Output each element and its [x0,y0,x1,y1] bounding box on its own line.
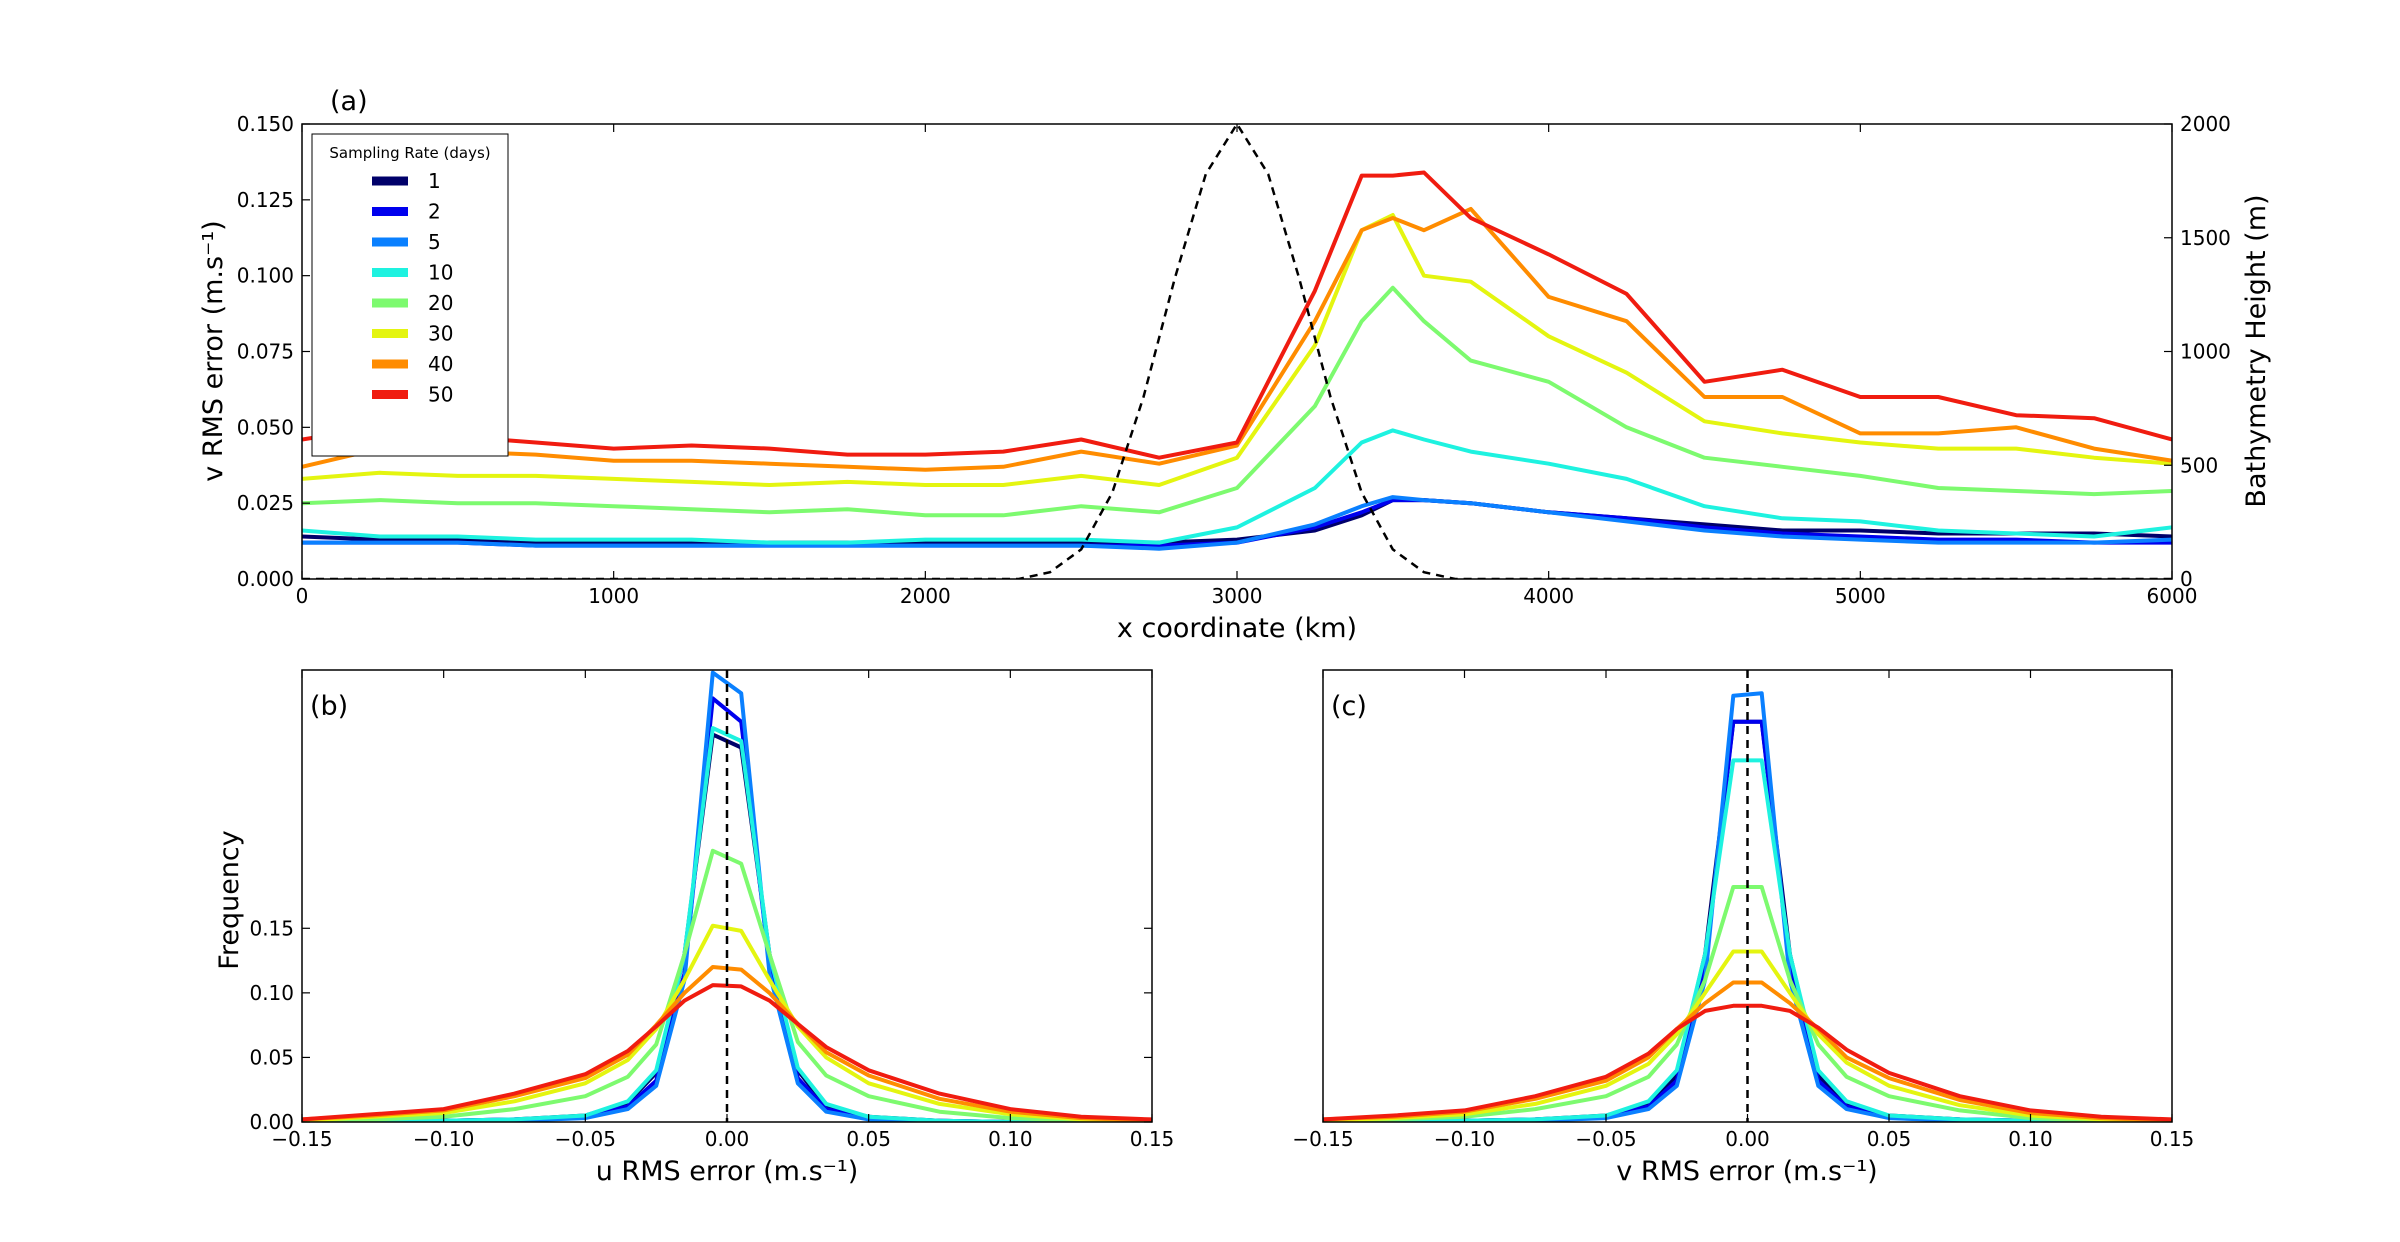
panel-a-series-30-line [302,213,2172,487]
panel-a-plot-area [302,124,2172,579]
legend-label-5: 5 [428,230,441,254]
panel-c-x-tick-label: 0.15 [2150,1127,2195,1151]
panel-a-x-tick-label: 1000 [588,584,639,608]
panel-b-y-tick-label: 0.00 [249,1110,294,1134]
panel-b-x-axis-label: u RMS error (m.s⁻¹) [596,1156,859,1187]
panel-a-right-tick-label: 500 [2180,453,2218,477]
panel-a-x-tick-label: 4000 [1523,584,1574,608]
panel-a-y-tick-label: 0.125 [237,188,294,212]
panel-c-x-tick-label: −0.15 [1292,1127,1353,1151]
panel-a: 0 1000 2000 3000 4000 5000 60000.0000.0250.050… [198,86,2272,644]
panel-a-axes: 0 1000 2000 3000 4000 5000 60000.0000.0250.050… [237,112,2231,608]
panel-c-x-tick-label: −0.10 [1434,1127,1495,1151]
legend-label-1: 1 [428,169,441,193]
panel-a-x-tick-label: 3000 [1212,584,1263,608]
legend-label-30: 30 [428,322,453,346]
panel-a-label: (a) [330,86,368,117]
panel-b-x-tick-label: 0.15 [1130,1127,1175,1151]
panel-b-y-axis-label: Frequency [214,830,245,970]
panel-a-series-40-line [302,206,2172,472]
panel-c: −0.15 −0.10 −0.05 0.00 0.05 0.10 0.15 (c) v RM… [1292,669,2194,1187]
legend-label-50: 50 [428,383,453,407]
panel-b-label: (b) [310,691,348,722]
panel-b-x-tick-label: 0.05 [846,1127,891,1151]
panel-a-x-tick-label: 5000 [1835,584,1886,608]
panel-a-y-tick-label: 0.000 [237,567,294,591]
legend: Sampling Rate (days) 1 2 5 10 20 30 40 50 [311,133,509,457]
panel-c-x-tick-label: 0.00 [1725,1127,1770,1151]
panel-a-right-tick-label: 2000 [2180,112,2231,136]
legend-title: Sampling Rate (days) [329,144,490,162]
panel-b-x-tick-label: −0.05 [555,1127,616,1151]
panel-a-bathymetry-line [302,124,2172,579]
panel-b-x-tick-label: 0.10 [988,1127,1033,1151]
panel-b-axes: −0.15 −0.10 −0.05 0.00 0.05 0.10 0.15 0.00 0.05 0… [249,670,1174,1151]
panel-a-right-tick-label: 1000 [2180,340,2231,364]
panel-a-y-tick-label: 0.075 [237,340,294,364]
panel-a-right-tick-label: 0 [2180,567,2193,591]
panel-a-y-tick-label: 0.025 [237,491,294,515]
panel-b-x-tick-label: −0.15 [271,1127,332,1151]
panel-a-x-tick-label: 0 [296,584,309,608]
panel-b-y-tick-label: 0.15 [249,916,294,940]
panel-c-x-axis-label: v RMS error (m.s⁻¹) [1616,1156,1877,1187]
legend-label-40: 40 [428,352,453,376]
panel-b-x-tick-label: −0.10 [413,1127,474,1151]
panel-a-y-tick-label: 0.050 [237,415,294,439]
panel-a-series-10-line [302,428,2172,545]
panel-a-y-axis-label: v RMS error (m.s⁻¹) [198,220,229,481]
panel-a-x-tick-label: 2000 [900,584,951,608]
panel-a-right-axis-label: Bathymetry Height (m) [2241,194,2272,507]
panel-b-y-tick-label: 0.10 [249,981,294,1005]
panel-b-x-tick-label: 0.00 [705,1127,750,1151]
panel-b-series-10-line [302,726,1152,1122]
panel-c-plot-area [1323,670,2172,1122]
panel-c-x-tick-label: 0.10 [2008,1127,2053,1151]
panel-a-y-tick-label: 0.150 [237,112,294,136]
panel-c-label: (c) [1331,691,1367,722]
legend-label-2: 2 [428,200,441,224]
legend-box [311,133,509,457]
legend-label-20: 20 [428,291,453,315]
panel-a-x-axis-label: x coordinate (km) [1117,613,1357,644]
panel-c-axes: −0.15 −0.10 −0.05 0.00 0.05 0.10 0.15 [1292,670,2194,1151]
panel-a-series-20-line [302,285,2172,518]
panel-a-x-tick-label: 6000 [2147,584,2198,608]
panel-a-y-tick-label: 0.100 [237,264,294,288]
panel-a-series-50-line [302,170,2172,460]
panel-c-x-tick-label: 0.05 [1867,1127,1912,1151]
panel-a-series-1-line [302,498,2172,545]
panel-b-plot-area [302,670,1152,1122]
panel-c-series-50-line [1323,1003,2172,1122]
legend-label-10: 10 [428,261,453,285]
panel-b-y-tick-label: 0.05 [249,1045,294,1069]
panel-a-right-tick-label: 1500 [2180,226,2231,250]
panel-c-x-tick-label: −0.05 [1575,1127,1636,1151]
panel-a-series-5-line [302,495,2172,551]
panel-b: −0.15 −0.10 −0.05 0.00 0.05 0.10 0.15 0.00 0.05 0… [214,669,1174,1187]
